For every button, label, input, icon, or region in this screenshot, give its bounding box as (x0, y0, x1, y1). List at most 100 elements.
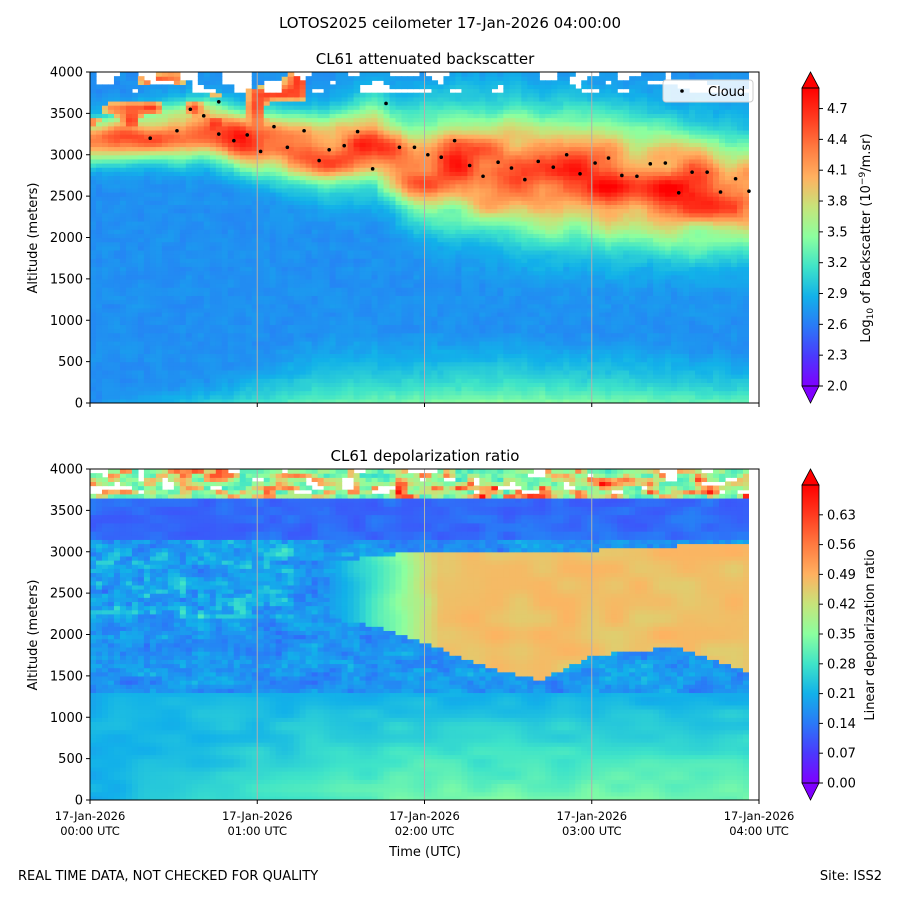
heatmap-cell (269, 233, 277, 239)
heatmap-cell (269, 274, 277, 280)
heatmap-cell (389, 150, 397, 156)
heatmap-cell (431, 191, 439, 197)
heatmap-cell (137, 278, 145, 284)
heatmap-cell (425, 365, 433, 371)
heatmap-cell (419, 200, 427, 205)
heatmap-cell (317, 96, 325, 102)
heatmap-cell (263, 92, 271, 98)
heatmap-cell (395, 138, 403, 143)
heatmap-cell (239, 229, 247, 234)
heatmap-cell (233, 307, 241, 313)
heatmap-cell (371, 229, 379, 234)
heatmap-cell (227, 96, 235, 102)
heatmap-cell (353, 245, 361, 251)
heatmap-cell (251, 254, 259, 259)
heatmap-cell (197, 361, 205, 367)
heatmap-cell (311, 208, 319, 214)
heatmap-cell (173, 216, 181, 222)
heatmap-cell (383, 146, 391, 152)
heatmap-cell (401, 398, 409, 403)
heatmap-cell (161, 150, 169, 156)
heatmap-cell (437, 245, 445, 251)
heatmap-cell (461, 374, 469, 379)
heatmap-cell (311, 382, 319, 388)
heatmap-cell (455, 374, 463, 379)
heatmap-cell (383, 142, 391, 148)
heatmap-cell (431, 158, 439, 164)
heatmap-cell (113, 150, 121, 156)
heatmap-cell (113, 369, 121, 375)
heatmap-cell (167, 398, 175, 403)
heatmap-cell (251, 163, 259, 168)
heatmap-cell (407, 365, 415, 371)
heatmap-cell (383, 105, 391, 110)
heatmap-cell (461, 237, 469, 243)
heatmap-cell (449, 336, 457, 342)
heatmap-cell (329, 295, 337, 301)
heatmap-cell (269, 72, 277, 77)
heatmap-cell (95, 233, 103, 239)
heatmap-cell (395, 324, 403, 330)
heatmap-cell (209, 100, 217, 106)
heatmap-cell (443, 287, 451, 292)
heatmap-cell (287, 283, 295, 288)
heatmap-cell (365, 125, 373, 131)
heatmap-cell (101, 398, 109, 403)
heatmap-cell (137, 100, 145, 106)
heatmap-cell (95, 254, 103, 259)
heatmap-cell (185, 295, 193, 301)
heatmap-cell (155, 369, 163, 375)
heatmap-cell (293, 398, 301, 403)
heatmap-cell (323, 220, 331, 226)
heatmap-cell (215, 332, 223, 338)
heatmap-cell (353, 113, 361, 119)
heatmap-cell (191, 220, 199, 226)
heatmap-cell (173, 299, 181, 305)
heatmap-cell (461, 328, 469, 334)
heatmap-cell (401, 121, 409, 127)
heatmap-cell (113, 225, 121, 230)
heatmap-cell (413, 191, 421, 197)
heatmap-cell (137, 357, 145, 363)
heatmap-cell (221, 84, 229, 90)
heatmap-cell (389, 200, 397, 205)
heatmap-cell (239, 175, 247, 181)
heatmap-cell (155, 365, 163, 371)
heatmap-cell (371, 175, 379, 181)
heatmap-cell (137, 365, 145, 371)
heatmap-cell (431, 92, 439, 98)
heatmap-cell (335, 154, 343, 160)
heatmap-cell (185, 175, 193, 181)
heatmap-cell (449, 138, 457, 143)
heatmap-cell (269, 287, 277, 292)
heatmap-cell (383, 150, 391, 156)
heatmap-cell (239, 303, 247, 309)
heatmap-cell (149, 336, 157, 342)
heatmap-cell (449, 365, 457, 371)
heatmap-cell (335, 258, 343, 263)
heatmap-cell (407, 258, 415, 263)
heatmap-cell (209, 287, 217, 292)
heatmap-cell (347, 332, 355, 338)
heatmap-cell (365, 291, 373, 297)
heatmap-cell (167, 146, 175, 152)
heatmap-cell (413, 225, 421, 230)
heatmap-cell (119, 270, 127, 276)
heatmap-cell (275, 345, 283, 350)
heatmap-cell (353, 278, 361, 284)
heatmap-cell (377, 266, 385, 272)
heatmap-cell (305, 369, 313, 375)
heatmap-cell (257, 295, 265, 301)
heatmap-cell (143, 183, 151, 189)
heatmap-cell (197, 154, 205, 160)
heatmap-cell (443, 266, 451, 272)
heatmap-cell (437, 167, 445, 172)
heatmap-cell (197, 220, 205, 226)
heatmap-cell (311, 138, 319, 143)
heatmap-cell (407, 353, 415, 359)
heatmap-cell (251, 241, 259, 247)
heatmap-cell (293, 200, 301, 205)
heatmap-cell (125, 258, 133, 263)
heatmap-cell (353, 369, 361, 375)
heatmap-cell (107, 187, 115, 193)
